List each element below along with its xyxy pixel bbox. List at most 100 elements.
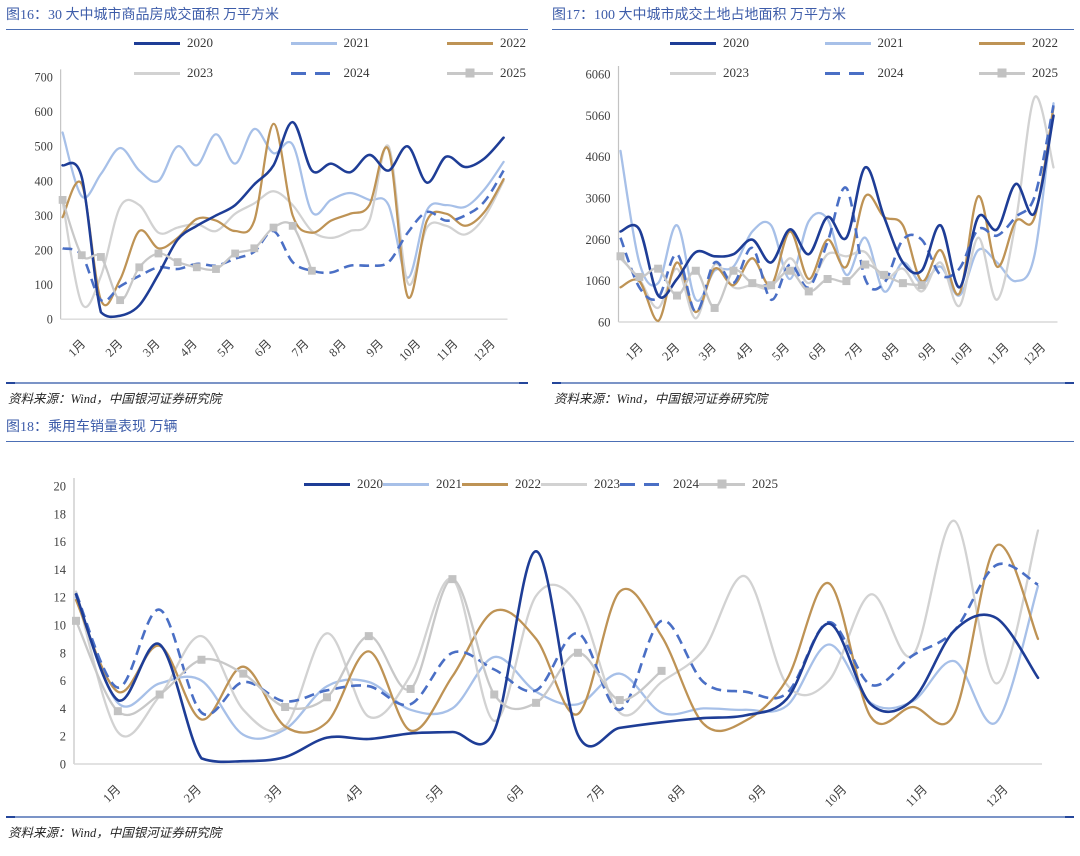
legend-swatch-2023 [670,71,716,75]
x-tick-label: 5月 [423,782,446,805]
series-line-2025 [74,577,663,717]
legend-row: 2023 2024 2025 [670,65,1058,81]
series-marker-2025 [573,648,582,657]
x-tick-label: 9月 [746,782,769,805]
legend-marker-2025 [717,479,727,489]
y-tick-label: 3060 [586,192,611,206]
series-marker-2025 [842,277,851,286]
legend-label-2022: 2022 [515,476,541,491]
x-tick-label: 7月 [842,340,865,363]
series-marker-2025 [250,244,259,253]
x-tick-label: 11月 [984,340,1011,367]
series-marker-2025 [406,684,415,693]
figure-18-chart-canvas: 0 2 4 6 8 10 12 14 16 18 20 1月 2月 3月 4月 5月 6月 7月 8月 9月 10月 11… [54,478,1042,810]
legend-label-2020: 2020 [723,35,749,50]
x-tick-label: 3月 [262,782,285,805]
series-marker-2025 [657,666,666,675]
series-marker-2025 [239,669,248,678]
series-marker-2025 [615,696,624,705]
figure-16-legend: 2020 2021 2022 2023 2024 2025 [134,35,526,95]
figure-18: 图18：乘用车销量表现 万辆 0 2 4 6 8 10 12 14 16 18 20 1月 2月 3月 4月… [6,416,1074,843]
legend-label-2024: 2024 [343,65,370,80]
figure-17: 图17：100 大中城市成交土地占地面积 万平方米 60 1060 2060 3060… [552,4,1074,409]
legend-item-2022: 2022 [979,35,1058,51]
series-marker-2025 [77,251,86,260]
y-tick-label: 14 [54,563,67,577]
x-tick-label: 12月 [471,337,498,364]
legend-swatch-2025 [979,68,1025,78]
series-marker-2025 [898,279,907,288]
x-tick-label: 6月 [504,782,527,805]
y-tick-label: 0 [60,758,66,772]
legend-row: 2020 2021 2022 [670,35,1058,51]
y-tick-label: 18 [54,507,67,521]
y-tick-label: 300 [35,209,53,223]
figure-16-source-text: 资料来源：Wind，中国银河证券研究院 [8,392,222,406]
x-tick-label: 10月 [396,337,423,364]
series-line-2024 [619,105,1055,314]
series-line-2024 [62,169,505,303]
x-tick-label: 2月 [181,782,204,805]
series-marker-2025 [710,303,719,312]
legend-label-2024: 2024 [673,476,699,491]
series-marker-2025 [281,703,290,712]
legend-row: 2020 2021 2022 [134,35,526,51]
legend-item-2020: 2020 [134,35,213,51]
y-tick-label: 600 [35,105,53,119]
y-tick-label: 500 [35,140,53,154]
legend-item-2024: 2024 [620,476,699,492]
legend-label-2020: 2020 [187,35,213,50]
legend-marker-2025 [465,68,475,78]
legend-label-2021: 2021 [436,476,462,491]
series-marker-2025 [192,263,201,272]
series-marker-2025 [490,690,499,699]
y-tick-label: 400 [35,174,53,188]
series-marker-2025 [917,281,926,290]
y-tick-label: 8 [60,646,66,660]
legend-item-2021: 2021 [824,35,904,51]
series-marker-2025 [635,272,644,281]
figure-16-source-divider [6,382,528,384]
series-marker-2025 [861,260,870,269]
x-tick-label: 9月 [363,337,386,360]
figure-16: 图16：30 大中城市商品房成交面积 万平方米 0 100 200 300 400 500… [6,4,528,409]
x-tick-label: 12月 [1021,340,1049,368]
x-tick-label: 1月 [623,340,646,363]
series-marker-2025 [364,632,373,641]
series-marker-2025 [672,291,681,300]
series-marker-2025 [155,690,164,699]
series-line-2020 [619,114,1055,299]
y-tick-label: 12 [54,591,67,605]
legend-swatch-2021 [290,41,337,45]
figure-17-source-divider [552,382,1074,384]
x-tick-label: 7月 [289,337,312,360]
legend-swatch-2024 [290,71,337,75]
legend-swatch-2022 [979,41,1025,45]
series-marker-2025 [322,693,331,702]
legend-swatch-2020 [304,482,350,486]
y-tick-label: 6 [60,674,66,688]
x-tick-label: 12月 [983,782,1011,810]
legend-swatch-2021 [383,482,429,486]
x-tick-label: 8月 [879,340,902,363]
legend-label-2024: 2024 [877,65,904,80]
figure-18-title: 图18：乘用车销量表现 万辆 [6,416,1074,442]
legend-swatch-2023 [134,71,180,75]
legend-swatch-2025 [699,479,745,489]
series-marker-2025 [154,249,163,258]
figure-18-legend: 2020 2021 2022 2023 2024 2025 [304,476,778,506]
series-line-2024 [74,562,1039,717]
series-marker-2025 [135,263,144,272]
y-tick-label: 5060 [586,109,611,123]
series-marker-2025 [823,275,832,284]
series-marker-2025 [880,270,889,279]
figure-17-legend: 2020 2021 2022 2023 2024 2025 [670,35,1058,95]
legend-label-2021: 2021 [877,35,904,50]
series-marker-2025 [616,252,625,261]
legend-item-2025: 2025 [979,65,1058,81]
x-tick-label: 5月 [769,340,792,363]
x-tick-label: 3月 [140,337,163,360]
legend-item-2021: 2021 [383,476,462,492]
y-tick-label: 700 [35,71,53,85]
y-tick-label: 60 [598,316,611,330]
